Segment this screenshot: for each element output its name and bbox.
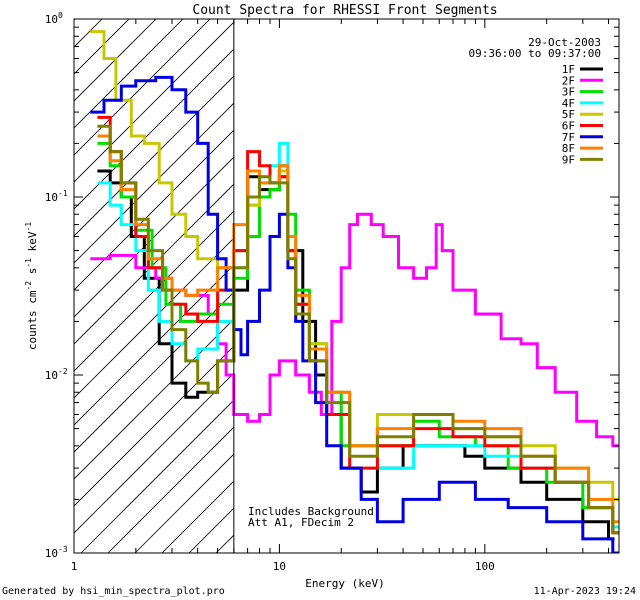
y-axis-label-main: counts cm: [26, 290, 39, 350]
axis-ticks: [73, 18, 619, 554]
hatch-line: [74, 19, 157, 102]
footer-timestamp: 11-Apr-2023 19:24: [534, 586, 636, 597]
plot-frame: [73, 18, 620, 554]
hatch-line: [74, 210, 234, 372]
series-line-9F: [97, 124, 619, 535]
footer-generator: Generated by hsi_min_spectra_plot.pro: [2, 586, 225, 597]
legend-label-2F: 2F: [562, 74, 575, 87]
annotation-attenuator: Att A1, FDecim 2: [248, 516, 354, 529]
y-axis-label-exp3: -1: [24, 222, 33, 232]
y-tick-label-exp: -2: [58, 367, 68, 376]
y-axis-label-mid: s: [26, 268, 39, 281]
y-axis-label-exp2: -1: [24, 258, 33, 268]
x-tick-label: 1: [71, 560, 78, 573]
hatch-line: [80, 399, 234, 553]
y-tick-label-exp: -1: [58, 189, 68, 198]
legend-label-5F: 5F: [562, 108, 575, 121]
y-axis-label-end: keV: [26, 231, 39, 258]
x-axis-label: Energy (keV): [305, 577, 384, 590]
legend-label-4F: 4F: [562, 97, 575, 110]
y-axis-label: counts cm-2 s-1 keV-1: [24, 222, 39, 350]
x-tick-label: 100: [475, 560, 495, 573]
y-tick-label-base: 10: [45, 369, 58, 382]
series-lines: [90, 30, 619, 553]
y-tick-label-exp: 0: [58, 11, 63, 20]
y-tick-label-base: 10: [45, 547, 58, 560]
hatch-line: [74, 75, 234, 237]
legend-label-7F: 7F: [562, 131, 575, 144]
hatch-line: [74, 237, 234, 399]
y-tick-label-exp: -3: [58, 545, 68, 554]
hatch-line: [74, 21, 234, 183]
time-range-label: 09:36:00 to 09:37:00: [469, 47, 601, 60]
hatch-line: [74, 156, 234, 318]
legend-label-9F: 9F: [562, 153, 575, 166]
hatch-line: [74, 48, 234, 210]
legend-label-1F: 1F: [562, 63, 575, 76]
hatch-line: [74, 318, 234, 480]
y-axis-label-exp1: -2: [24, 281, 33, 291]
hatch-line: [74, 345, 234, 507]
chart-title: Count Spectra for RHESSI Front Segments: [192, 3, 497, 18]
hatched-region: [74, 19, 234, 553]
y-tick-label-base: 10: [45, 191, 58, 204]
legend-label-6F: 6F: [562, 120, 575, 133]
series-line-2F: [90, 212, 619, 448]
hatch-line: [134, 453, 234, 553]
date-label: 29-Oct-2003: [528, 36, 601, 49]
legend-label-3F: 3F: [562, 86, 575, 99]
hatch-line: [107, 426, 234, 553]
hatch-line: [74, 19, 211, 156]
hatch-line: [74, 372, 234, 534]
x-tick-label: 10: [273, 560, 286, 573]
annotation-background: Includes Background: [248, 505, 374, 518]
y-tick-label-base: 10: [45, 13, 58, 26]
hatch-line: [74, 129, 234, 291]
plot-background: [74, 19, 619, 553]
series-line-7F: [90, 75, 619, 553]
legend-label-8F: 8F: [562, 142, 575, 155]
